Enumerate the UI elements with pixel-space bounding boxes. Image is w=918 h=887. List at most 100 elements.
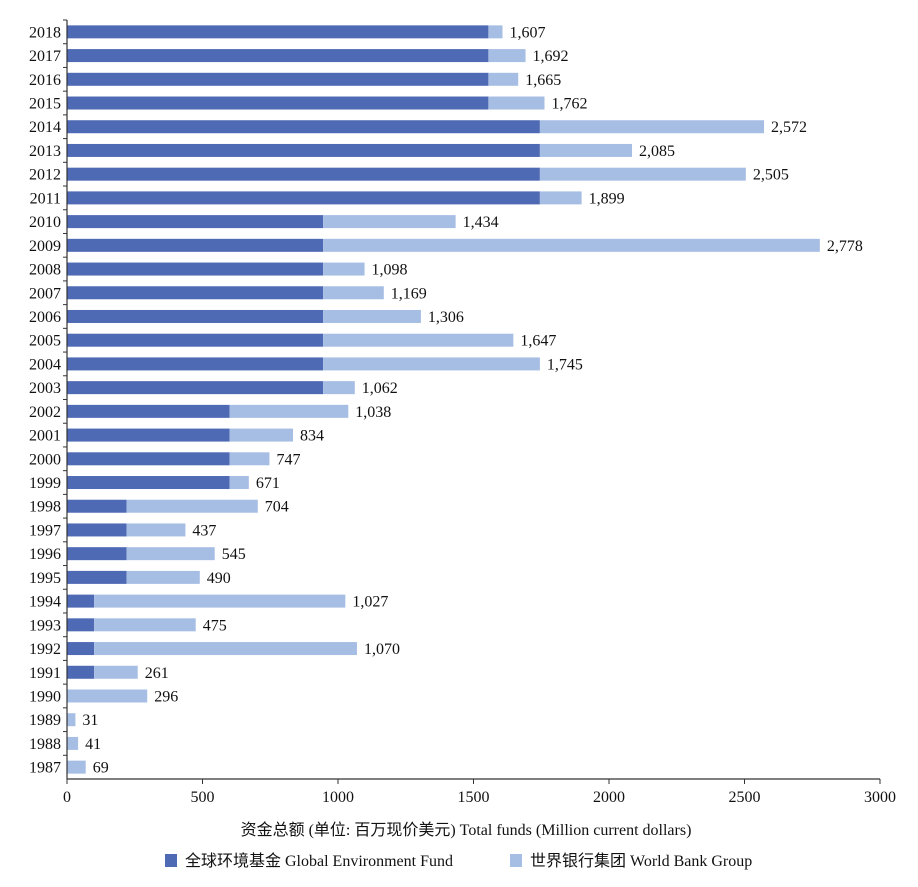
y-tick-label: 1998: [29, 499, 61, 516]
legend-label: 世界银行集团 World Bank Group: [530, 852, 752, 870]
x-tick-label: 1500: [458, 789, 490, 806]
total-value-label: 704: [265, 499, 289, 516]
bar-segment-wbg-1989: [67, 713, 76, 727]
legend-swatch: [510, 854, 522, 867]
bar-segment-wbg-2008: [323, 262, 365, 276]
total-value-label: 834: [300, 428, 324, 445]
y-tick-label: 2018: [29, 24, 61, 41]
bar-segment-gef-1997: [67, 523, 127, 537]
total-value-label: 296: [154, 688, 178, 705]
bar-segment-gef-1994: [67, 594, 95, 608]
y-tick-label: 1996: [29, 546, 61, 563]
total-value-label: 1,665: [525, 72, 561, 89]
legend-item-world-bank-group: 世界银行集团 World Bank Group: [510, 852, 752, 870]
y-tick-label: 2009: [29, 238, 61, 255]
total-value-label: 1,607: [510, 24, 546, 41]
bar-segment-wbg-1994: [94, 594, 346, 608]
total-value-label: 69: [93, 760, 109, 777]
total-value-label: 261: [145, 665, 169, 682]
y-tick-label: 1994: [29, 594, 61, 611]
bars-layer: [67, 25, 820, 774]
bar-segment-wbg-1988: [67, 736, 79, 750]
total-value-label: 31: [82, 712, 98, 729]
y-tick-label: 2014: [29, 119, 61, 136]
y-tick-label: 2015: [29, 96, 61, 113]
bar-segment-wbg-2016: [488, 72, 519, 86]
bar-segment-gef-2011: [67, 191, 540, 205]
total-value-label: 2,572: [771, 119, 807, 136]
bar-segment-gef-1999: [67, 476, 230, 490]
bar-segment-gef-1991: [67, 665, 95, 679]
bar-segment-wbg-1998: [126, 499, 258, 513]
bar-segment-wbg-2006: [323, 309, 421, 323]
y-tick-label: 2005: [29, 333, 61, 350]
y-tick-label: 2011: [30, 190, 61, 207]
total-value-label: 1,038: [355, 404, 391, 421]
legend: 全球环境基金 Global Environment Fund 世界银行集团 Wor…: [165, 851, 752, 870]
bar-segment-gef-2004: [67, 357, 324, 371]
bar-segment-gef-2008: [67, 262, 324, 276]
y-tick-label: 1991: [29, 665, 61, 682]
bar-segment-gef-2002: [67, 404, 230, 418]
bar-segment-wbg-2010: [323, 215, 456, 229]
y-tick-label: 1990: [29, 688, 61, 705]
bar-segment-wbg-2012: [539, 167, 746, 181]
y-tick-label: 1992: [29, 641, 61, 658]
total-value-label: 1,647: [520, 333, 556, 350]
y-tick-label: 2000: [29, 451, 61, 468]
bar-segment-gef-2001: [67, 428, 230, 442]
bar-segment-wbg-2005: [323, 333, 514, 347]
bar-segment-gef-2000: [67, 452, 230, 466]
y-tick-label: 1999: [29, 475, 61, 492]
total-value-label: 747: [276, 451, 300, 468]
y-tick-label: 1997: [29, 522, 61, 539]
y-tick-label: 1989: [29, 712, 61, 729]
x-axis: 0 500 1000 1500 2000 2500 3000: [63, 778, 896, 806]
total-value-label: 1,434: [463, 214, 499, 231]
bar-segment-gef-2003: [67, 381, 324, 395]
total-value-label: 1,306: [428, 309, 464, 326]
bar-segment-wbg-2013: [539, 143, 633, 157]
x-tick-label: 2500: [729, 789, 761, 806]
total-value-label: 1,745: [547, 356, 583, 373]
x-tick-label: 500: [191, 789, 215, 806]
y-tick-label: 2001: [29, 428, 61, 445]
total-value-label: 1,062: [362, 380, 398, 397]
y-tick-label: 2006: [29, 309, 61, 326]
bar-segment-wbg-2015: [488, 96, 545, 110]
bar-segment-gef-1995: [67, 570, 127, 584]
legend-item-global-environment-fund: 全球环境基金 Global Environment Fund: [165, 851, 453, 870]
bar-segment-wbg-1991: [94, 665, 138, 679]
bar-segment-gef-2014: [67, 120, 540, 134]
total-value-label: 490: [207, 570, 231, 587]
x-tick-label: 3000: [864, 789, 896, 806]
bar-segment-wbg-2014: [539, 120, 765, 134]
y-tick-label: 2002: [29, 404, 61, 421]
total-value-label: 2,778: [827, 238, 863, 255]
bar-segment-wbg-1996: [126, 547, 215, 561]
y-tick-label: 2017: [29, 48, 61, 65]
total-value-label: 1,027: [352, 594, 388, 611]
bar-segment-gef-2013: [67, 143, 540, 157]
bar-segment-wbg-2017: [488, 49, 526, 63]
bar-segment-wbg-2007: [323, 286, 384, 300]
y-tick-label: 2012: [29, 167, 61, 184]
bar-segment-gef-2010: [67, 215, 324, 229]
total-value-label: 671: [256, 475, 280, 492]
bar-segment-gef-2012: [67, 167, 540, 181]
y-tick-label: 1993: [29, 617, 61, 634]
bar-segment-wbg-1987: [67, 760, 86, 774]
bar-segment-wbg-1992: [94, 642, 357, 656]
bar-segment-gef-1996: [67, 547, 127, 561]
bar-segment-wbg-2011: [539, 191, 582, 205]
bar-segment-gef-2005: [67, 333, 324, 347]
bar-segment-gef-2017: [67, 49, 489, 63]
total-value-label: 2,505: [753, 167, 789, 184]
bar-segment-wbg-1999: [229, 476, 249, 490]
bar-segment-wbg-1993: [94, 618, 196, 632]
y-tick-label: 1988: [29, 736, 61, 753]
y-tick-label: 2003: [29, 380, 61, 397]
bar-segment-wbg-1997: [126, 523, 186, 537]
y-tick-label: 2016: [29, 72, 61, 89]
